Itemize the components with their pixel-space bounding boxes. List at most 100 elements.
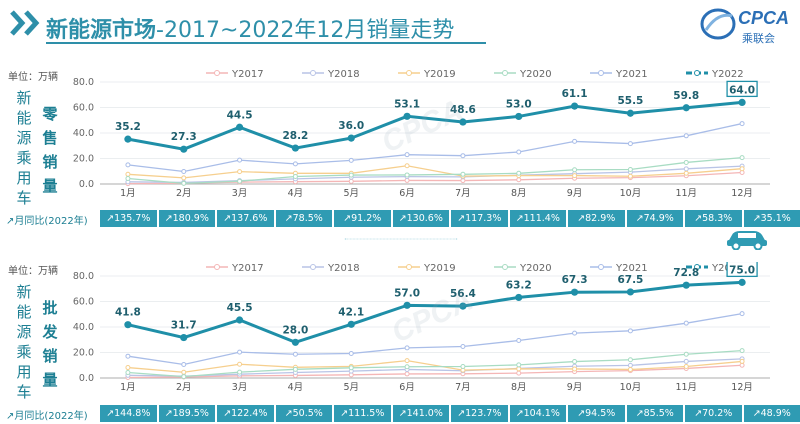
data-point	[683, 133, 689, 139]
y-tick-label: 40.0	[73, 322, 94, 333]
retail-unit-label: 单位：万辆	[8, 72, 58, 83]
legend-marker	[502, 70, 508, 76]
series-line-y2020	[127, 349, 743, 378]
legend-marker	[214, 264, 220, 270]
x-tick-label: 5月	[343, 382, 359, 393]
data-point	[404, 364, 410, 370]
data-point	[291, 338, 300, 346]
data-point	[237, 157, 243, 163]
data-point	[516, 149, 522, 155]
title-underline	[46, 42, 486, 44]
x-tick-label: 6月	[399, 382, 415, 393]
data-point	[180, 145, 188, 153]
x-tick-label: 6月	[399, 188, 415, 198]
y-tick-label: 20.0	[73, 348, 94, 359]
legend-label: Y2021	[615, 69, 648, 80]
yoy-cell: ↗58.3%	[685, 210, 742, 227]
legend-marker	[694, 70, 700, 76]
wholesale-kind-char: 量	[42, 371, 58, 389]
data-point	[570, 288, 579, 296]
wholesale-chart: Y2017Y2018Y2019Y2020Y2021Y20220.020.040.…	[73, 262, 770, 393]
data-point	[403, 112, 411, 120]
legend-marker	[406, 264, 412, 270]
data-point	[459, 302, 467, 310]
x-tick-label: 9月	[567, 382, 583, 393]
retail-side-char: 能	[16, 109, 32, 127]
data-label: 41.8	[115, 307, 141, 319]
wholesale-kind-char: 销	[42, 347, 58, 365]
data-label: 28.0	[282, 324, 308, 336]
data-point	[627, 357, 633, 363]
x-tick-label: 7月	[455, 188, 471, 198]
wholesale-kind-char: 发	[42, 323, 58, 341]
data-point	[460, 153, 466, 159]
x-tick-label: 12月	[731, 382, 753, 393]
data-point	[181, 180, 187, 186]
data-label: 64.0	[729, 84, 755, 96]
data-point	[460, 344, 466, 350]
yoy-cell: ↗135.7%	[100, 210, 157, 227]
legend-marker	[598, 70, 604, 76]
yoy-cell: ↗141.0%	[392, 405, 449, 422]
retail-chart: Y2017 Y2018 Y2019 Y2020 Y2021 Y2022 0.0 20.0 40.…	[73, 69, 770, 198]
data-point	[682, 281, 690, 289]
title-bar: 新能源市场-2017~2022年12月销量走势 CPCA 乘联会	[0, 0, 800, 50]
retail-kind-char: 零	[42, 105, 58, 123]
data-point	[125, 353, 131, 359]
data-point	[125, 365, 131, 371]
data-point	[459, 118, 467, 126]
yoy-cell: ↗78.5%	[275, 210, 332, 227]
data-point	[626, 288, 635, 296]
data-label: 55.5	[617, 95, 643, 107]
data-label: 48.6	[450, 104, 476, 116]
y-tick-label: 40.0	[73, 128, 94, 139]
data-point	[347, 320, 355, 328]
data-point	[125, 176, 131, 182]
data-point	[181, 369, 187, 375]
data-point	[235, 316, 244, 324]
legend-label: Y2019	[423, 263, 456, 274]
data-point	[404, 152, 410, 158]
data-point	[683, 170, 689, 176]
x-tick-label: 11月	[675, 382, 697, 393]
data-point	[570, 102, 579, 110]
wholesale-side-char: 用	[16, 363, 32, 381]
yoy-cell: ↗91.2%	[334, 210, 391, 227]
data-point	[739, 311, 745, 317]
data-point	[739, 121, 745, 127]
x-tick-label: 1月	[120, 188, 136, 198]
x-tick-label: 10月	[620, 188, 642, 198]
series-line-y2021	[127, 312, 743, 366]
data-label: 35.2	[115, 121, 141, 133]
retail-kind-char: 售	[42, 129, 58, 147]
data-label: 31.7	[171, 320, 197, 332]
yoy-cell: ↗70.2%	[685, 405, 742, 422]
data-point	[739, 155, 745, 161]
legend-marker	[310, 70, 316, 76]
yoy-cell: ↗50.5%	[275, 405, 332, 422]
data-label: 63.2	[506, 279, 532, 291]
data-point	[460, 171, 466, 177]
chevrons-icon	[10, 10, 40, 36]
wholesale-kind-char: 批	[42, 299, 58, 317]
highlight-box	[726, 80, 758, 98]
wholesale-side-char: 乘	[16, 343, 32, 361]
data-point	[627, 166, 633, 172]
data-point	[572, 138, 578, 144]
data-point	[572, 359, 578, 365]
data-point	[516, 177, 522, 183]
car-icon	[727, 231, 767, 250]
data-point	[291, 144, 300, 152]
data-point	[404, 163, 410, 169]
data-point	[404, 371, 410, 377]
wholesale-unit-label: 单位：万辆	[8, 266, 58, 277]
yoy-cell: ↗117.3%	[451, 210, 508, 227]
retail-side-char: 车	[16, 189, 32, 207]
data-label: 28.2	[282, 130, 308, 142]
x-tick-label: 8月	[511, 188, 527, 198]
x-tick-label: 2月	[176, 382, 192, 393]
legend-label: Y2021	[615, 263, 648, 274]
page-title-bold: 新能源市场	[46, 18, 157, 43]
x-tick-label: 2月	[176, 188, 192, 198]
retail-yoy-label: ↗月同比(2022年)	[6, 212, 88, 227]
